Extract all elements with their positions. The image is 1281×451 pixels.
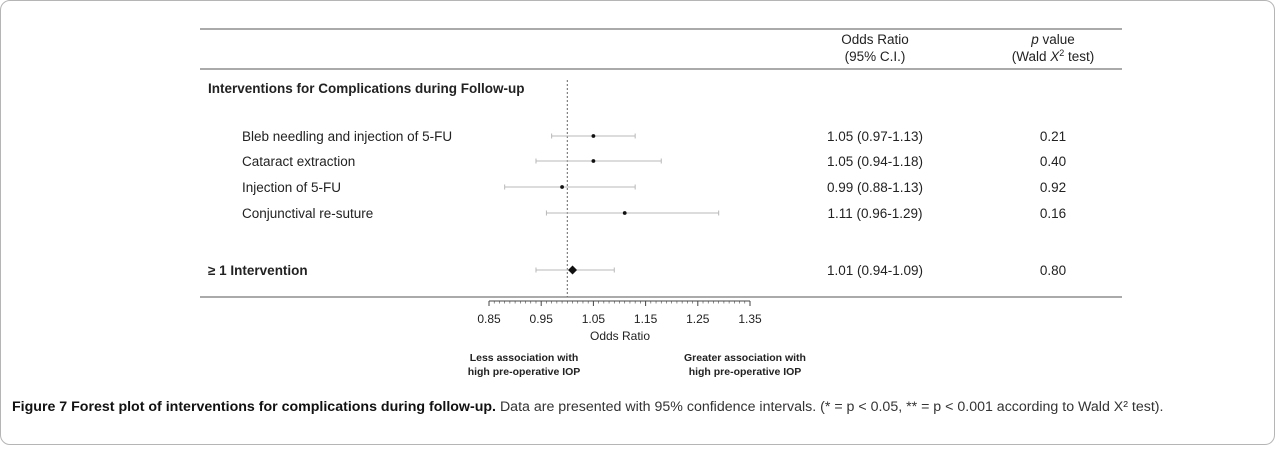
- p-value: 0.16: [1040, 206, 1066, 221]
- x-tick-label: 1.05: [582, 312, 606, 326]
- caption-label: Figure 7: [12, 399, 68, 415]
- odds-ratio-value: 0.99 (0.88-1.13): [827, 180, 923, 195]
- point-estimate: [622, 211, 627, 215]
- x-tick-label: 1.25: [686, 312, 710, 326]
- odds-ratio-value: 1.01 (0.94-1.09): [827, 263, 923, 278]
- or-header-line1: Odds Ratio: [841, 32, 909, 47]
- table-row: ≥ 1 Intervention 1.01 (0.94-1.09) 0.80: [208, 263, 1066, 278]
- p-value: 0.80: [1040, 263, 1066, 278]
- x-tick-label: 1.35: [738, 312, 762, 326]
- table-row: Injection of 5-FU 0.99 (0.88-1.13) 0.92: [242, 180, 1066, 195]
- x-tick-label: 0.85: [477, 312, 501, 326]
- odds-ratio-value: 1.11 (0.96-1.29): [827, 206, 922, 221]
- annotation-left-line1: Less association with: [470, 352, 579, 364]
- or-header-line2: (95% C.I.): [845, 49, 906, 64]
- p-value: 0.21: [1040, 129, 1066, 144]
- point-estimate: [591, 159, 596, 163]
- odds-ratio-value: 1.05 (0.97-1.13): [827, 129, 923, 144]
- figure-caption: Figure 7 Forest plot of interventions fo…: [12, 398, 1267, 417]
- forest-plot: Odds Ratio (95% C.I.) p value (Wald X2 t…: [200, 28, 1122, 378]
- odds-ratio-value: 1.05 (0.94-1.18): [827, 154, 923, 169]
- x-tick-label: 0.95: [530, 312, 554, 326]
- annotation-right-line1: Greater association with: [684, 352, 806, 364]
- caption-text: Data are presented with 95% confidence i…: [499, 399, 1164, 415]
- x-tick-label: 1.15: [634, 312, 658, 326]
- p-value: 0.92: [1040, 180, 1066, 195]
- x-axis-label: Odds Ratio: [590, 329, 650, 343]
- row-label: Cataract extraction: [242, 154, 355, 169]
- p-header-line2: (Wald X2 test): [1012, 48, 1095, 64]
- p-value: 0.40: [1040, 154, 1066, 169]
- table-row: Conjunctival re-suture 1.11 (0.96-1.29) 0.…: [242, 206, 1066, 221]
- rows-layer: Bleb needling and injection of 5-FU 1.05 …: [208, 129, 1066, 278]
- summary-diamond: [568, 265, 578, 275]
- table-row: Bleb needling and injection of 5-FU 1.05 …: [242, 129, 1066, 144]
- section-title: Interventions for Complications during F…: [208, 81, 525, 96]
- row-label: Conjunctival re-suture: [242, 206, 373, 221]
- table-row: Cataract extraction 1.05 (0.94-1.18) 0.40: [242, 154, 1066, 169]
- row-label: Bleb needling and injection of 5-FU: [242, 129, 452, 144]
- point-estimate: [591, 134, 596, 138]
- x-axis: 0.85 0.95 1.05 1.15 1.25 1.35: [477, 300, 762, 326]
- caption-title: Forest plot of interventions for complic…: [71, 399, 496, 415]
- annotation-left-line2: high pre-operative IOP: [468, 366, 581, 378]
- annotation-right-line2: high pre-operative IOP: [689, 366, 802, 378]
- row-label: ≥ 1 Intervention: [208, 263, 308, 278]
- p-header-line1: p value: [1030, 32, 1075, 47]
- row-label: Injection of 5-FU: [242, 180, 341, 195]
- point-estimate: [560, 185, 564, 189]
